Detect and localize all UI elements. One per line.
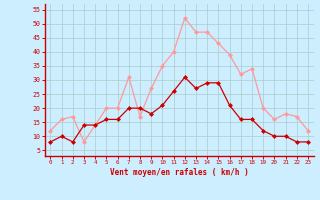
X-axis label: Vent moyen/en rafales ( km/h ): Vent moyen/en rafales ( km/h ) xyxy=(110,168,249,177)
